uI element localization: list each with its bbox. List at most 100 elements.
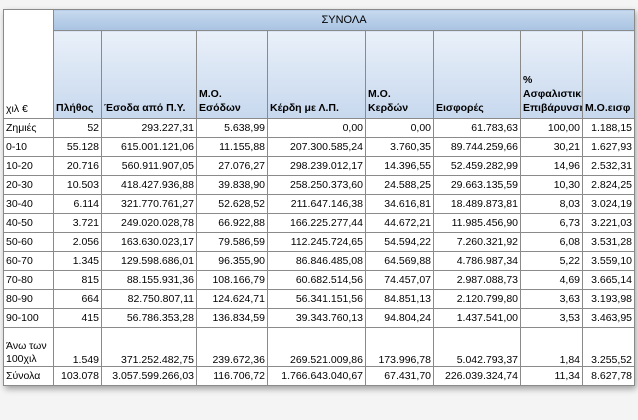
cell: 52: [53, 118, 102, 138]
cell: 418.427.936,88: [101, 175, 197, 195]
cell: 96.355,90: [196, 251, 268, 271]
table-body: Ζημιές 52 293.227,31 5.638,99 0,00 0,00 61.783…: [3, 118, 635, 386]
cell: 11.985.456,90: [433, 213, 521, 233]
cell: 7.260.321,92: [433, 232, 521, 252]
column-header: Μ.Ο. Κερδών: [365, 30, 434, 119]
cell: 94.804,24: [365, 308, 434, 328]
cell: 3.531,28: [582, 232, 635, 252]
cell: 56.786.353,28: [101, 308, 197, 328]
cell: 86.846.485,08: [267, 251, 366, 271]
cell: 11.155,88: [196, 137, 268, 157]
cell: 298.239.012,17: [267, 156, 366, 176]
cell: 371.252.482,75: [101, 327, 197, 367]
cell: 1.188,15: [582, 118, 635, 138]
cell: 8.627,78: [582, 366, 635, 386]
row-label: 0-10: [3, 137, 54, 157]
cell: 27.076,27: [196, 156, 268, 176]
table-row: 70-80 815 88.155.931,36 108.166,79 60.682.51…: [3, 270, 635, 290]
cell: 211.647.146,38: [267, 194, 366, 214]
row-label: 90-100: [3, 308, 54, 328]
cell: 3.760,35: [365, 137, 434, 157]
column-header: Μ.Ο. Εσόδων: [196, 30, 268, 119]
row-label: 70-80: [3, 270, 54, 290]
group-header: ΣΥΝΟΛΑ: [53, 9, 635, 31]
cell: 258.250.373,60: [267, 175, 366, 195]
cell: 5.638,99: [196, 118, 268, 138]
row-label: 60-70: [3, 251, 54, 271]
cell: 3.665,14: [582, 270, 635, 290]
cell: 415: [53, 308, 102, 328]
cell: 129.598.686,01: [101, 251, 197, 271]
column-header: Εισφορές: [433, 30, 521, 119]
cell: 39.838,90: [196, 175, 268, 195]
cell: 269.521.009,86: [267, 327, 366, 367]
group-row: χιλ € ΣΥΝΟΛΑ: [3, 9, 635, 119]
cell: 3.024,19: [582, 194, 635, 214]
cell: 84.851,13: [365, 289, 434, 309]
cell: 4,69: [520, 270, 583, 290]
cell: 34.616,81: [365, 194, 434, 214]
table-row: 30-40 6.114 321.770.761,27 52.628,52 211.647…: [3, 194, 635, 214]
cell: 249.020.028,78: [101, 213, 197, 233]
table-row: Σύνολα 103.078 3.057.599.266,03 116.706,72 1…: [3, 366, 635, 386]
table-row: 0-10 55.128 615.001.121,06 11.155,88 207.300…: [3, 137, 635, 157]
table-row: 80-90 664 82.750.807,11 124.624,71 56.341.15…: [3, 289, 635, 309]
table-row: 90-100 415 56.786.353,28 136.834,59 39.343.7…: [3, 308, 635, 328]
cell: 207.300.585,24: [267, 137, 366, 157]
cell: 3.463,95: [582, 308, 635, 328]
column-header: Πλήθος: [53, 30, 102, 119]
table-row: 10-20 20.716 560.911.907,05 27.076,27 298.23…: [3, 156, 635, 176]
table-row: Ζημιές 52 293.227,31 5.638,99 0,00 0,00 61.783…: [3, 118, 635, 138]
row-label: 20-30: [3, 175, 54, 195]
cell: 82.750.807,11: [101, 289, 197, 309]
cell: 173.996,78: [365, 327, 434, 367]
cell: 1,84: [520, 327, 583, 367]
column-header: Έσοδα από Π.Υ.: [101, 30, 197, 119]
corner-label: χιλ €: [3, 9, 54, 119]
cell: 6,73: [520, 213, 583, 233]
cell: 3.721: [53, 213, 102, 233]
cell: 11,34: [520, 366, 583, 386]
cell: 3.221,03: [582, 213, 635, 233]
cell: 14,96: [520, 156, 583, 176]
cell: 664: [53, 289, 102, 309]
cell: 2.120.799,80: [433, 289, 521, 309]
cell: 61.783,63: [433, 118, 521, 138]
header-row: Πλήθος Έσοδα από Π.Υ. Μ.Ο. Εσόδων Κέρδη με …: [4, 30, 635, 119]
cell: 293.227,31: [101, 118, 197, 138]
row-label: 80-90: [3, 289, 54, 309]
cell: 89.744.259,66: [433, 137, 521, 157]
table-row: 60-70 1.345 129.598.686,01 96.355,90 86.846.…: [3, 251, 635, 271]
cell: 14.396,55: [365, 156, 434, 176]
cell: 52.459.282,99: [433, 156, 521, 176]
cell: 3.193,98: [582, 289, 635, 309]
cell: 166.225.277,44: [267, 213, 366, 233]
cell: 5,22: [520, 251, 583, 271]
cell: 116.706,72: [196, 366, 268, 386]
cell: 54.594,22: [365, 232, 434, 252]
row-label: Άνω των 100χιλ: [3, 327, 54, 367]
cell: 2.824,25: [582, 175, 635, 195]
cell: 3.057.599.266,03: [101, 366, 197, 386]
cell: 2.056: [53, 232, 102, 252]
cell: 1.766.643.040,67: [267, 366, 366, 386]
cell: 112.245.724,65: [267, 232, 366, 252]
cell: 79.586,59: [196, 232, 268, 252]
row-label: 30-40: [3, 194, 54, 214]
cell: 10,30: [520, 175, 583, 195]
cell: 66.922,88: [196, 213, 268, 233]
cell: 10.503: [53, 175, 102, 195]
cell: 0,00: [267, 118, 366, 138]
data-table: χιλ € ΣΥΝΟΛΑ Πλήθος Έσοδα από Π.Υ. Μ.Ο. Εσ…: [3, 9, 635, 386]
cell: 615.001.121,06: [101, 137, 197, 157]
table-row: 40-50 3.721 249.020.028,78 66.922,88 166.225…: [3, 213, 635, 233]
cell: 136.834,59: [196, 308, 268, 328]
cell: 815: [53, 270, 102, 290]
cell: 52.628,52: [196, 194, 268, 214]
row-label: Σύνολα: [3, 366, 54, 386]
cell: 88.155.931,36: [101, 270, 197, 290]
cell: 44.672,21: [365, 213, 434, 233]
cell: 64.569,88: [365, 251, 434, 271]
cell: 321.770.761,27: [101, 194, 197, 214]
